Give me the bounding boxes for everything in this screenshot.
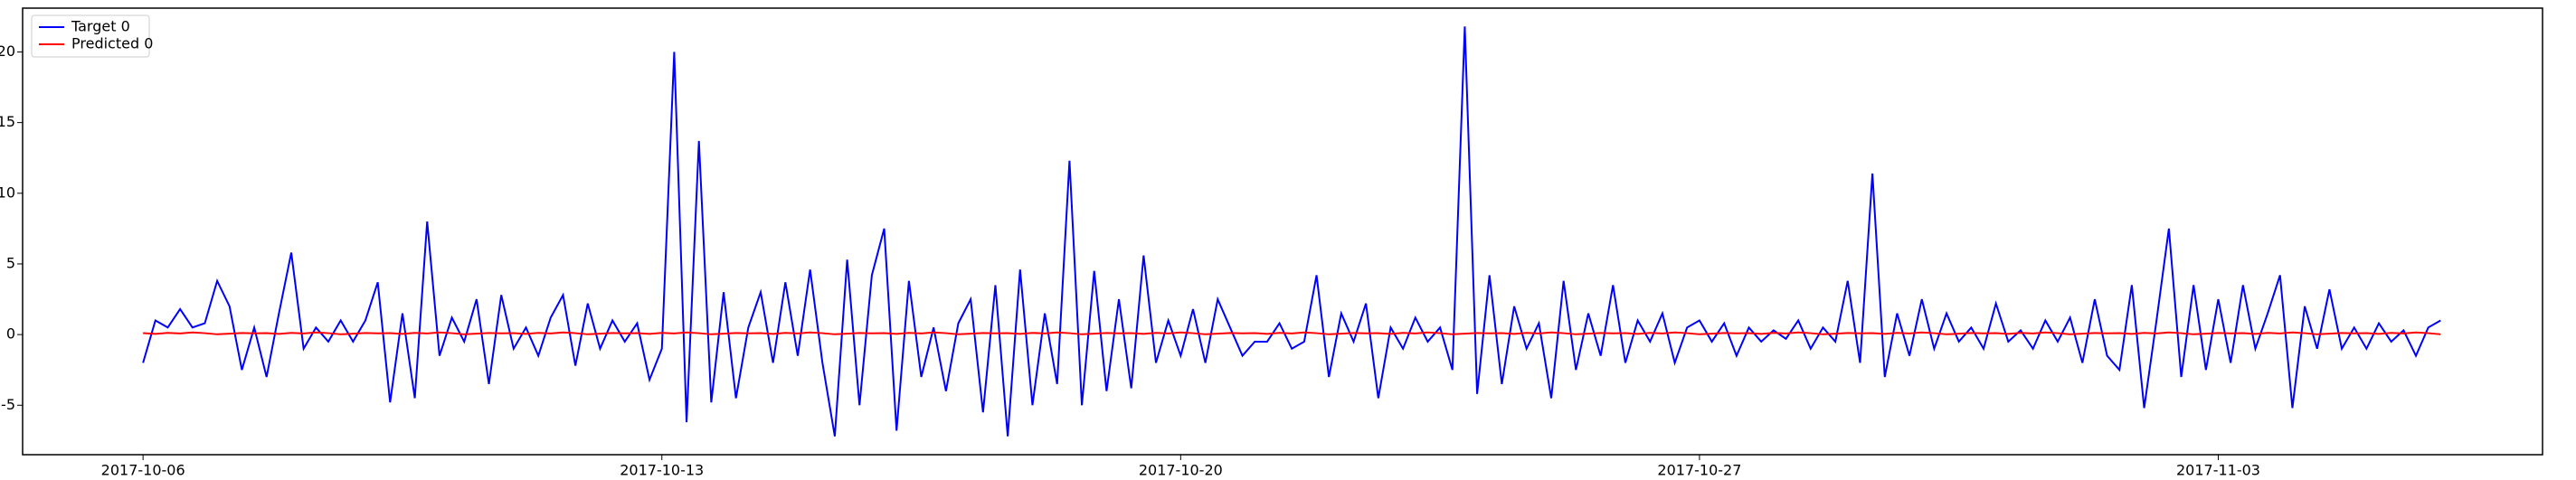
x-tick-label: 2017-10-13 [620,462,704,479]
data-line [143,331,2441,335]
data-line [142,26,2441,437]
y-tick-label: 5 [6,254,15,271]
y-tick-label: 15 [0,113,15,130]
y-tick-label: -5 [1,396,15,413]
y-tick-label: 20 [0,42,15,60]
legend-label: Target 0 [71,18,130,35]
plot-frame [22,7,2543,456]
x-tick-label: 2017-10-06 [101,462,185,479]
legend-frame [31,14,150,58]
x-tick-label: 2017-11-03 [2176,462,2260,479]
legend-label: Predicted 0 [71,35,153,52]
y-tick-label: 10 [0,184,15,201]
x-tick-label: 2017-10-27 [1657,462,1741,479]
y-tick-label: 0 [6,325,15,343]
x-tick-label: 2017-10-20 [1139,462,1223,479]
